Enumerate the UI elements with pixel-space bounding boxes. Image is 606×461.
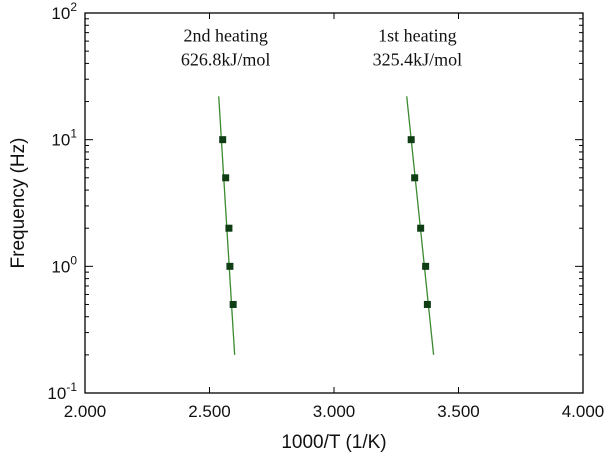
y-tick-label: 102	[51, 0, 77, 23]
data-point	[407, 136, 415, 144]
y-tick-label: 100	[51, 253, 77, 276]
x-tick-label: 4.000	[562, 402, 605, 421]
annotation-text: 325.4kJ/mol	[373, 49, 463, 69]
data-point	[411, 174, 419, 182]
annotation-text: 1st heating	[378, 25, 457, 45]
data-point	[423, 300, 431, 308]
x-tick-label: 3.500	[437, 402, 480, 421]
ticks-layer: 2.000 2.500 3.000 3.500 4.000 10-1 100 101 102	[47, 0, 604, 421]
data-point	[422, 262, 430, 270]
plot-frame	[84, 12, 584, 394]
data-point	[222, 174, 230, 182]
x-axis-title: 1000/T (1/K)	[281, 432, 386, 453]
annotation-text: 2nd heating	[183, 25, 267, 45]
x-tick-label: 2.500	[188, 402, 231, 421]
y-axis-title: Frequency (Hz)	[8, 138, 29, 269]
data-points-layer	[219, 136, 431, 308]
data-point	[417, 224, 425, 232]
annotations-layer: 2nd heating 626.8kJ/mol 1st heating 325.4kJ…	[181, 25, 462, 69]
data-point	[225, 224, 233, 232]
data-point	[229, 300, 237, 308]
y-tick-label: 10-1	[47, 380, 77, 403]
annotation-text: 626.8kJ/mol	[181, 49, 271, 69]
x-tick-label: 3.000	[313, 402, 356, 421]
data-point	[219, 136, 227, 144]
fit-lines-layer	[218, 96, 435, 355]
y-tick-label: 101	[51, 127, 77, 150]
x-tick-label: 2.000	[64, 402, 107, 421]
data-point	[226, 262, 234, 270]
